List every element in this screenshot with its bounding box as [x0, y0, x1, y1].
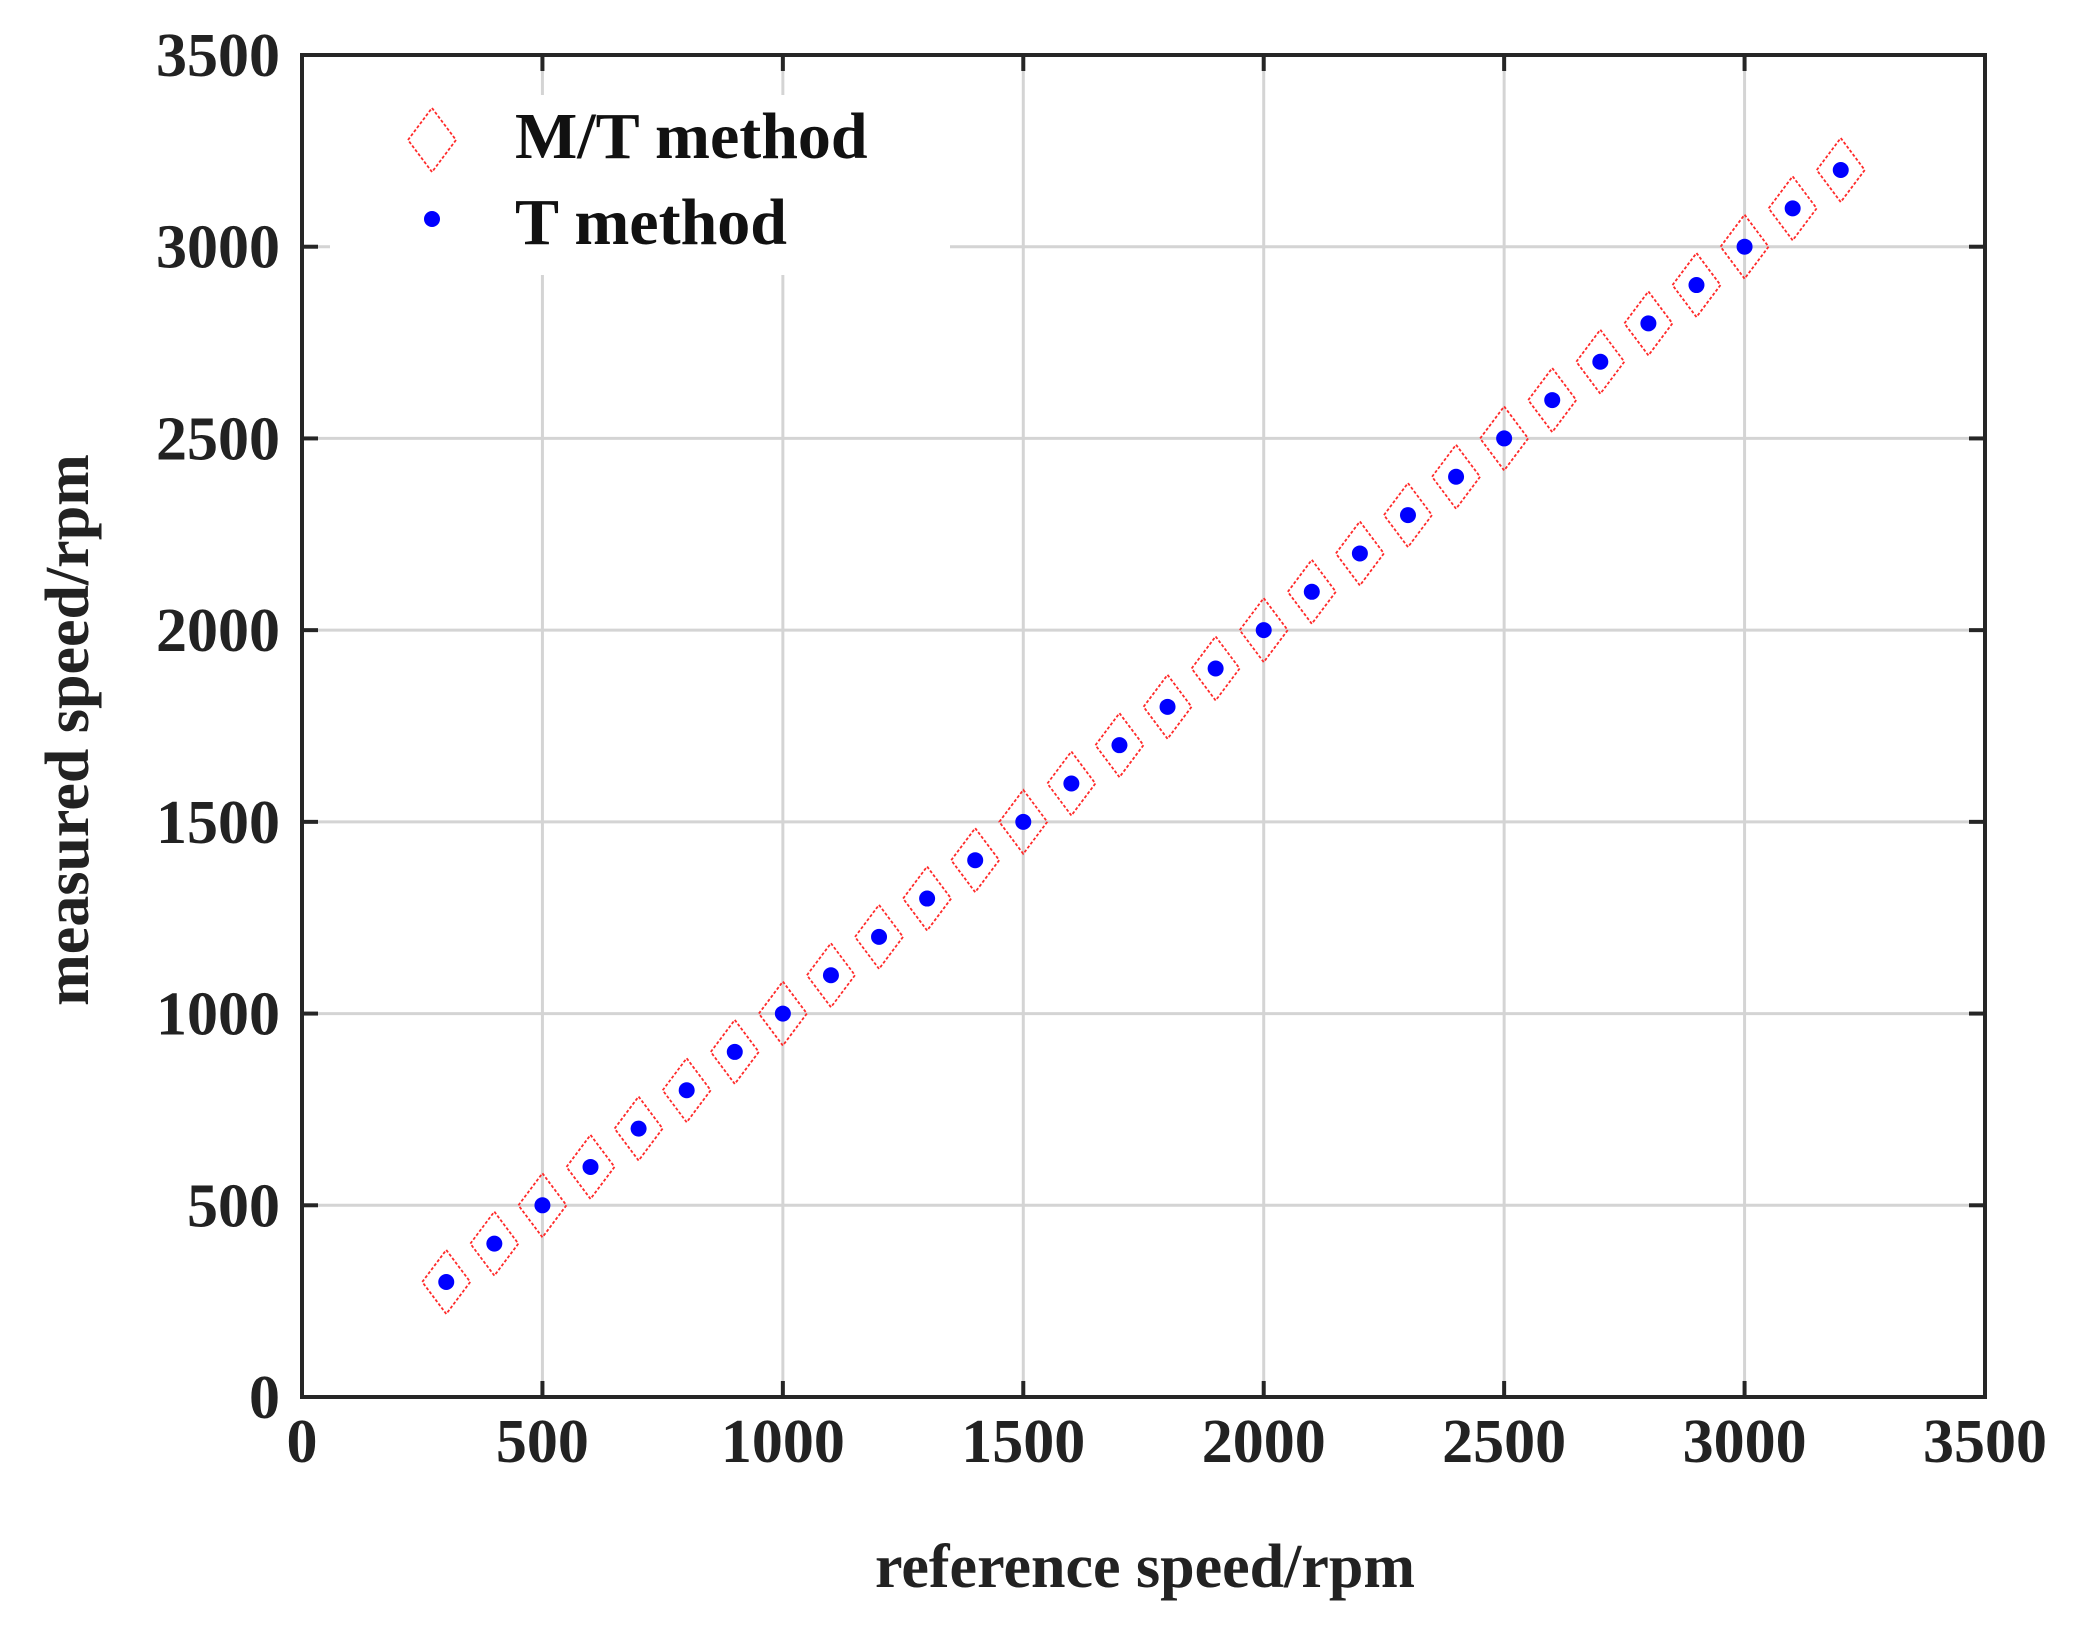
t-method-point	[486, 1235, 503, 1252]
y-tick-label: 3500	[156, 22, 280, 90]
y-tick-label: 0	[249, 1364, 280, 1432]
t-method-point	[967, 852, 984, 869]
t-method-point	[919, 890, 936, 907]
x-tick-label: 0	[287, 1408, 318, 1476]
mt-method-point	[950, 826, 1001, 894]
mt-method-point	[1671, 251, 1722, 319]
mt-method-point	[998, 788, 1049, 856]
t-method-point	[534, 1197, 551, 1214]
mt-method-point	[421, 1248, 472, 1316]
y-tick-label: 3000	[156, 214, 280, 282]
y-axis-label: measured speed/rpm	[34, 454, 102, 1006]
x-tick-label: 1000	[721, 1408, 845, 1476]
plot-frame	[300, 53, 1987, 1399]
t-method-point	[1448, 468, 1465, 485]
t-method-point	[1544, 392, 1561, 409]
y-tick-label: 1500	[156, 789, 280, 857]
x-tick-label: 2000	[1202, 1408, 1326, 1476]
t-method-point	[774, 1005, 791, 1022]
mt-method-point	[1334, 519, 1386, 587]
t-method-point	[1255, 622, 1272, 639]
x-tick-label: 3000	[1683, 1408, 1807, 1476]
mt-method-point	[805, 941, 857, 1009]
t-method-point	[582, 1158, 599, 1175]
x-tick-label: 500	[496, 1408, 589, 1476]
mt-method-point	[901, 865, 953, 933]
grid-lines	[302, 55, 1985, 1397]
t-method-point	[630, 1120, 647, 1137]
y-tick-label: 2000	[156, 597, 280, 665]
mt-method-point	[613, 1095, 664, 1163]
x-tick-label: 1500	[961, 1408, 1085, 1476]
plot-area	[302, 55, 1985, 1397]
mt-method-point	[1815, 136, 1866, 204]
mt-method-point	[1719, 213, 1770, 281]
t-method-point	[1592, 353, 1609, 370]
mt-method-point	[1479, 404, 1530, 472]
data-series	[421, 136, 1866, 1316]
t-method-point	[1399, 507, 1416, 524]
t-method-point	[1736, 238, 1753, 255]
t-method-point	[678, 1082, 695, 1099]
y-tick-label: 500	[187, 1172, 280, 1240]
mt-method-point	[661, 1056, 712, 1124]
mt-method-point	[1575, 328, 1626, 396]
mt-method-point	[1190, 634, 1241, 702]
t-method-point	[1640, 315, 1657, 332]
t-method-point	[871, 928, 888, 945]
t-method-point	[1111, 737, 1128, 754]
mt-method-point	[1142, 673, 1193, 741]
axes	[300, 53, 1987, 1399]
mt-method-point	[1286, 558, 1337, 626]
t-method-point	[1159, 698, 1176, 715]
t-method-point	[1496, 430, 1513, 447]
mt-method-point	[1238, 596, 1289, 664]
mt-method-point	[757, 980, 808, 1048]
t-method-point	[822, 967, 839, 984]
mt-method-point	[1094, 711, 1145, 779]
t-method-point	[1063, 775, 1080, 792]
mt-method-point	[1382, 481, 1434, 549]
mt-method-point	[1767, 174, 1818, 242]
series-m-t-method	[421, 136, 1866, 1316]
mt-method-point	[517, 1171, 568, 1239]
x-axis-label: reference speed/rpm	[875, 1533, 1415, 1601]
legend-box	[330, 95, 950, 275]
y-tick-label: 1000	[156, 981, 280, 1049]
t-method-point	[1207, 660, 1224, 677]
legend: M/T method T method	[330, 95, 950, 275]
t-method-point	[1688, 277, 1705, 294]
t-method-point	[1351, 545, 1368, 562]
t-method-point	[1832, 162, 1849, 179]
mt-method-point	[709, 1018, 760, 1086]
legend-label-mt-method: M/T method	[515, 100, 868, 173]
mt-method-point	[1623, 289, 1674, 357]
mt-method-point	[1046, 750, 1097, 818]
series-t-method	[438, 162, 1849, 1290]
t-method-point	[438, 1273, 455, 1290]
x-tick-label: 2500	[1442, 1408, 1566, 1476]
t-method-point	[1303, 583, 1320, 600]
mt-method-point	[853, 903, 905, 971]
y-tick-label: 2500	[156, 405, 280, 473]
mt-method-point	[1527, 366, 1578, 434]
x-tick-label: 3500	[1923, 1408, 2047, 1476]
mt-method-point	[565, 1133, 616, 1201]
t-method-point	[726, 1043, 743, 1060]
legend-marker-t-method	[424, 211, 440, 227]
legend-label-t-method: T method	[515, 186, 787, 259]
mt-method-point	[1430, 443, 1482, 511]
tick-labels: 0 500 1000 1500 2000 2500 3000 3500 0 500 1000 1500…	[156, 22, 2047, 1476]
t-method-point	[1784, 200, 1801, 217]
t-method-point	[1015, 813, 1032, 830]
mt-method-point	[469, 1210, 520, 1278]
legend-marker-mt-method	[406, 106, 458, 174]
